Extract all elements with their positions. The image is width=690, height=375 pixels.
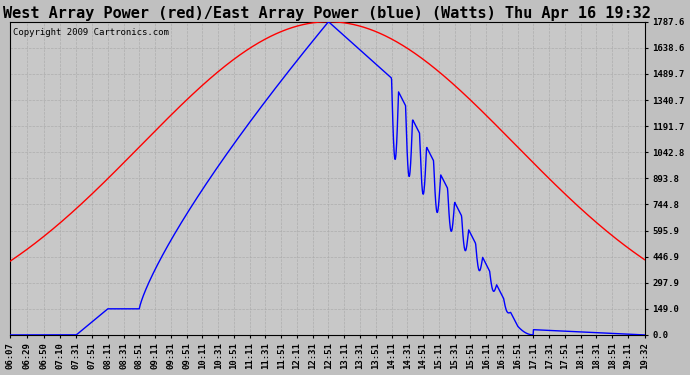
Title: West Array Power (red)/East Array Power (blue) (Watts) Thu Apr 16 19:32: West Array Power (red)/East Array Power … [3,6,651,21]
Text: Copyright 2009 Cartronics.com: Copyright 2009 Cartronics.com [13,28,169,37]
